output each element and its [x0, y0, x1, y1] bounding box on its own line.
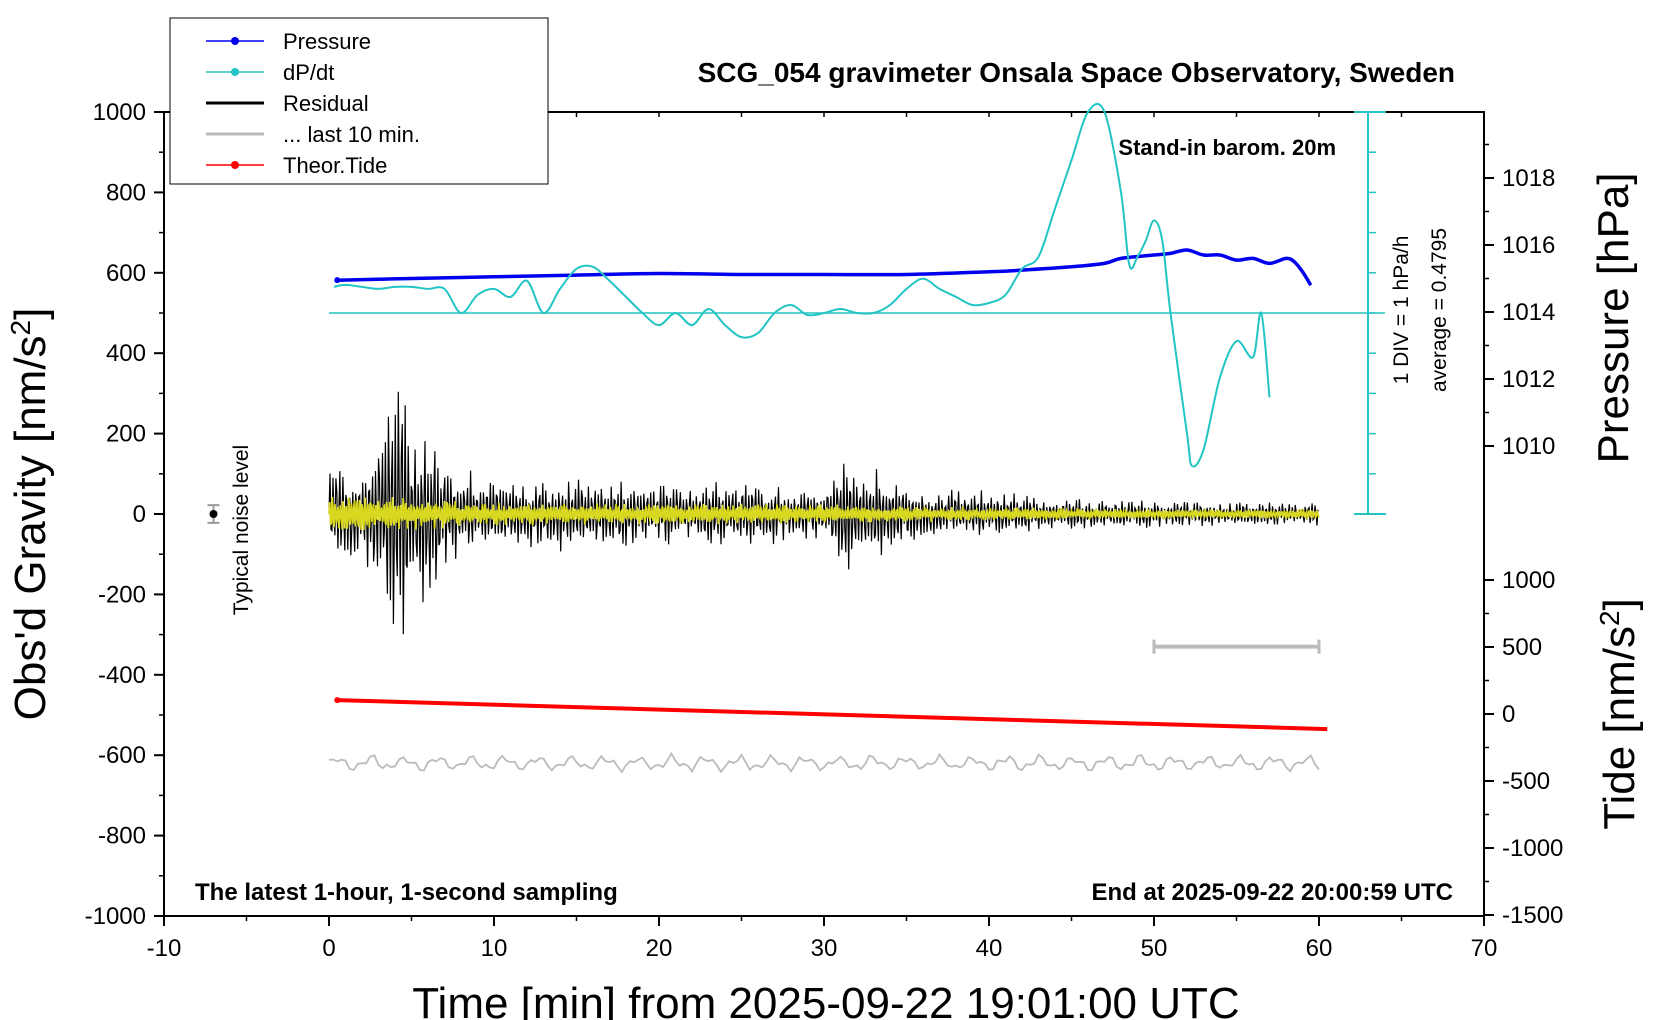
tide-start-point	[334, 697, 341, 704]
y-tick-label: 400	[106, 340, 146, 367]
y-tick-label: 200	[106, 421, 146, 448]
y-tick-label: -600	[98, 742, 146, 769]
div-note: 1 DIV = 1 hPa/h	[1390, 236, 1413, 385]
tide-tick-label: 0	[1502, 701, 1515, 728]
x-axis: -10 0 10 20 30 40 50 60 70	[147, 112, 1498, 962]
x-axis-title: Time [min] from 2025-09-22 19:01:00 UTC	[412, 979, 1239, 1020]
pressure-tick-label: 1016	[1502, 232, 1555, 259]
x-tick-label: 70	[1471, 935, 1498, 962]
end-note: End at 2025-09-22 20:00:59 UTC	[1092, 879, 1454, 906]
series-layer	[207, 102, 1328, 774]
last-10-min-series	[328, 751, 1320, 774]
legend-label: Pressure	[283, 29, 371, 54]
tide-tick-label: -500	[1502, 768, 1550, 795]
legend-swatch-marker	[231, 37, 239, 45]
y-axis-tide-title: Tide [nm/s2]	[1594, 598, 1645, 830]
residual-overlay-series	[328, 496, 1320, 531]
legend-label: ... last 10 min.	[283, 122, 420, 147]
y-axis-left: 1000 800 600 400 200 0 -200 -400 -600 -800 -1000	[85, 99, 164, 930]
chart-title: SCG_054 gravimeter Onsala Space Observat…	[698, 57, 1455, 88]
y-tick-label: -400	[98, 662, 146, 689]
tide-title-sup: 2	[1594, 610, 1625, 626]
pressure-series	[337, 248, 1313, 287]
tide-series	[337, 698, 1328, 732]
legend-label: Theor.Tide	[283, 153, 387, 178]
tide-tick-label: -1000	[1502, 835, 1563, 862]
y-tick-label: -1000	[85, 903, 146, 930]
y-left-title-main: Obs'd Gravity [nm/s	[6, 335, 55, 720]
pressure-start-point	[334, 277, 341, 284]
y-axis-tide: 1000 500 0 -500 -1000 -1500	[1484, 567, 1563, 929]
y-tick-label: 800	[106, 179, 146, 206]
y-tick-label: 600	[106, 260, 146, 287]
x-tick-label: 50	[1141, 935, 1168, 962]
y-axis-pressure: 1018 1016 1014 1012 1010	[1484, 143, 1555, 460]
stand-in-note: Stand-in barom. 20m	[1118, 135, 1336, 160]
y-tick-label: 1000	[93, 99, 146, 126]
legend-box	[169, 17, 549, 185]
pressure-tick-label: 1018	[1502, 165, 1555, 192]
x-tick-label: 30	[811, 935, 838, 962]
noise-label: Typical noise level	[230, 445, 253, 615]
noise-marker-point	[209, 510, 218, 518]
tide-title-end: ]	[1595, 598, 1644, 610]
legend-label: dP/dt	[283, 60, 334, 85]
x-tick-label: 20	[646, 935, 673, 962]
x-tick-label: 0	[322, 935, 335, 962]
pressure-tick-label: 1012	[1502, 366, 1555, 393]
x-tick-label: -10	[147, 935, 182, 962]
y-left-title-end: ]	[6, 308, 55, 320]
legend-swatch-marker	[231, 161, 239, 169]
tide-tick-label: -1500	[1502, 902, 1563, 929]
dpdt-series	[333, 102, 1271, 468]
legend-swatch-marker	[231, 68, 239, 76]
y-tick-label: -200	[98, 581, 146, 608]
latest-note: The latest 1-hour, 1-second sampling	[195, 879, 618, 906]
tide-tick-label: 500	[1502, 634, 1542, 661]
pressure-tick-label: 1014	[1502, 299, 1555, 326]
y-tick-label: 0	[133, 501, 146, 528]
legend-label: Residual	[283, 91, 369, 116]
y-axis-left-title: Obs'd Gravity [nm/s2]	[5, 308, 56, 721]
x-tick-label: 60	[1306, 935, 1333, 962]
tide-title-main: Tide [nm/s	[1595, 626, 1644, 830]
x-tick-label: 10	[481, 935, 508, 962]
tide-tick-label: 1000	[1502, 567, 1555, 594]
x-tick-label: 40	[976, 935, 1003, 962]
pressure-tick-label: 1010	[1502, 433, 1555, 460]
y-left-title-sup: 2	[5, 320, 36, 336]
y-tick-label: -800	[98, 823, 146, 850]
legend: Pressure dP/dt Residual ... last 10 min. The…	[169, 17, 549, 185]
average-note: average = 0.4795	[1428, 228, 1451, 392]
y-axis-pressure-title: Pressure [hPa]	[1589, 172, 1638, 463]
